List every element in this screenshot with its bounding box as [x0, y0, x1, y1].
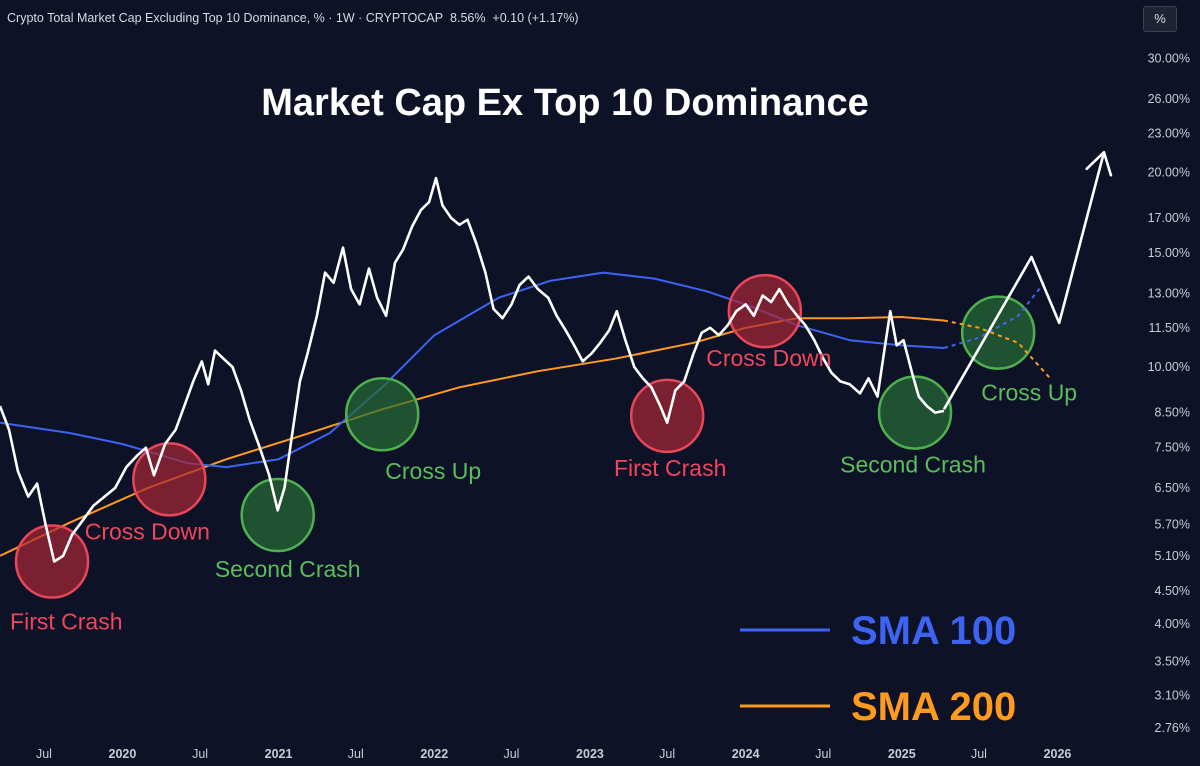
- price-line-group: [0, 176, 945, 563]
- annotation-label: First Crash: [10, 608, 122, 634]
- annotation-circle-green: [240, 477, 315, 553]
- time-tick-label: 2021: [265, 747, 293, 761]
- price-tick-label: 30.00%: [1148, 52, 1190, 66]
- annotation-label: Cross Down: [706, 345, 831, 371]
- price-tick-label: 4.00%: [1155, 617, 1190, 631]
- time-tick-label: 2022: [420, 747, 448, 761]
- legend: SMA 100 SMA 200: [740, 609, 1016, 729]
- price-tick-label: 2.76%: [1155, 721, 1190, 735]
- price-tick-label: 6.50%: [1155, 481, 1190, 495]
- annotation-circle-red: [132, 442, 207, 517]
- annotation-circle-green: [960, 295, 1036, 370]
- symbol-header: Crypto Total Market Cap Excluding Top 10…: [7, 11, 579, 25]
- price-axis[interactable]: 30.00% 26.00% 23.00% 20.00% 17.00% 15.00% 13.0…: [1148, 52, 1190, 736]
- annotation-circle-red: [727, 273, 803, 349]
- time-tick-label: Jul: [971, 747, 987, 761]
- time-tick-label: 2020: [109, 747, 137, 761]
- annotation-label: Cross Up: [385, 458, 481, 484]
- price-tick-label: 13.00%: [1148, 286, 1190, 300]
- price-tick-label: 20.00%: [1148, 165, 1190, 179]
- time-tick-label: Jul: [192, 747, 208, 761]
- annotation-label: Second Crash: [215, 556, 361, 582]
- price_proj-line: [942, 151, 1106, 410]
- projection-arrowhead: [1085, 150, 1113, 177]
- time-tick-label: Jul: [36, 747, 52, 761]
- annotation-label: Second Crash: [840, 452, 986, 478]
- price-tick-label: 11.50%: [1149, 321, 1190, 335]
- time-tick-label: 2023: [576, 747, 604, 761]
- annotation-circle-red: [629, 378, 705, 454]
- price-change: +0.10 (+1.17%): [492, 11, 579, 25]
- price-tick-label: 23.00%: [1148, 126, 1190, 140]
- annotation-label: First Crash: [614, 455, 726, 481]
- annotation-circle-green: [877, 375, 953, 450]
- sma100_proj-line: [943, 282, 1046, 349]
- price-tick-label: 3.50%: [1155, 655, 1190, 669]
- percent-unit-button[interactable]: %: [1143, 6, 1177, 32]
- time-axis[interactable]: Jul 2020 Jul 2021 Jul 2022 Jul 2023 Jul 2024 Jul 20…: [36, 747, 1071, 761]
- annotation-label: Cross Down: [85, 518, 210, 544]
- time-tick-label: 2026: [1044, 747, 1072, 761]
- last-value: 8.56%: [450, 11, 486, 25]
- symbol-title[interactable]: Crypto Total Market Cap Excluding Top 10…: [7, 11, 444, 25]
- price-tick-label: 4.50%: [1155, 584, 1190, 598]
- price-tick-label: 5.10%: [1155, 549, 1190, 563]
- legend-label: SMA 100: [851, 609, 1016, 653]
- legend-label: SMA 200: [851, 685, 1016, 729]
- time-tick-label: Jul: [348, 747, 364, 761]
- annotation-circles: [14, 273, 1036, 599]
- price-tick-label: 10.00%: [1148, 360, 1190, 374]
- price-tick-label: 26.00%: [1148, 92, 1190, 106]
- price-tick-label: 15.00%: [1148, 246, 1190, 260]
- price-tick-label: 17.00%: [1148, 211, 1190, 225]
- chart-title: Market Cap Ex Top 10 Dominance: [261, 82, 868, 124]
- annotation-circle-red: [14, 524, 90, 599]
- annotation-circle-green: [344, 376, 420, 452]
- price-tick-label: 3.10%: [1155, 689, 1190, 703]
- price-tick-label: 7.50%: [1155, 441, 1190, 455]
- time-tick-label: 2024: [732, 747, 760, 761]
- price-tick-label: 5.70%: [1155, 518, 1190, 532]
- annotation-label: Cross Up: [981, 380, 1077, 406]
- time-tick-label: Jul: [503, 747, 519, 761]
- time-tick-label: Jul: [659, 747, 675, 761]
- time-tick-label: 2025: [888, 747, 916, 761]
- price-tick-label: 8.50%: [1155, 406, 1190, 420]
- projection-group: [942, 150, 1113, 410]
- time-tick-label: Jul: [815, 747, 831, 761]
- sma200_proj-line: [943, 319, 1051, 380]
- price-line: [0, 176, 945, 563]
